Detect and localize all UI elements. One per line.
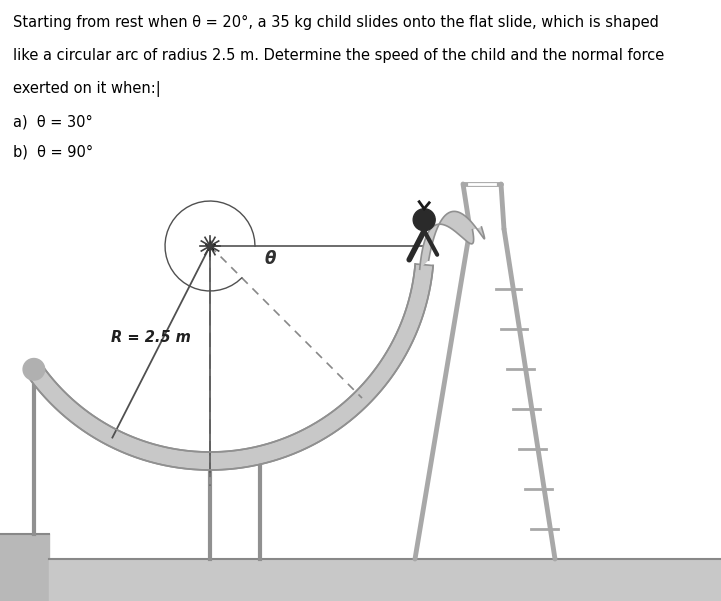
Polygon shape — [420, 212, 485, 269]
Text: Starting from rest when θ = 20°, a 35 kg child slides onto the flat slide, which: Starting from rest when θ = 20°, a 35 kg… — [13, 15, 659, 30]
Text: exerted on it when:|: exerted on it when:| — [13, 81, 161, 97]
Text: R = 2.5 m: R = 2.5 m — [111, 330, 191, 345]
Polygon shape — [27, 264, 433, 470]
Text: b)  θ = 90°: b) θ = 90° — [13, 144, 93, 159]
Text: a)  θ = 30°: a) θ = 30° — [13, 114, 93, 129]
Text: θ: θ — [265, 250, 276, 268]
Text: like a circular arc of radius 2.5 m. Determine the speed of the child and the no: like a circular arc of radius 2.5 m. Det… — [13, 48, 664, 63]
Circle shape — [413, 209, 435, 231]
Circle shape — [23, 359, 45, 380]
